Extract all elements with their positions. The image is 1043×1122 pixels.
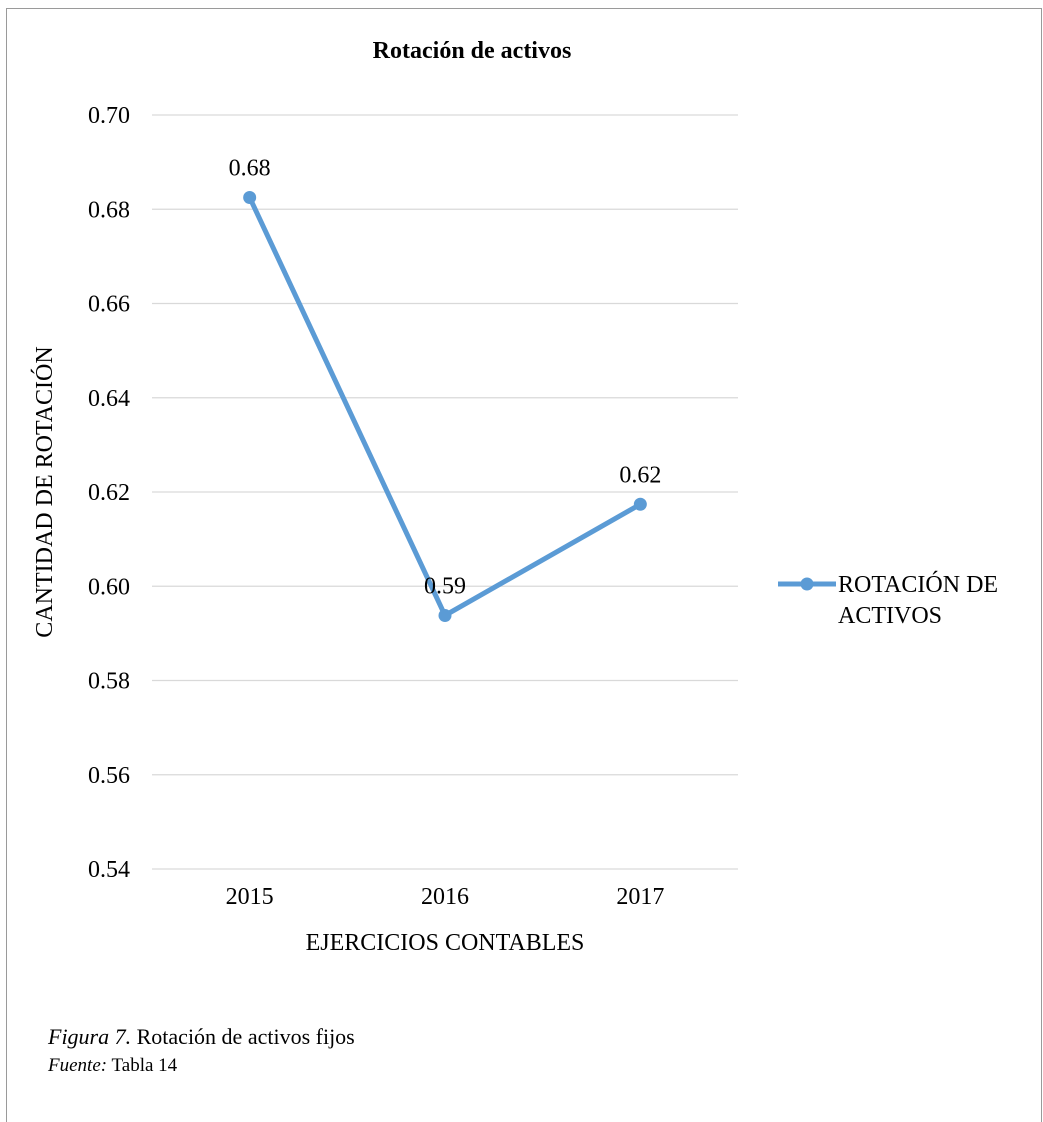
- data-point: [438, 608, 452, 622]
- y-tick-label: 0.58: [88, 669, 130, 695]
- x-tick-label: 2017: [616, 884, 664, 910]
- legend-label-line-1: ROTACIÓN DE: [838, 571, 998, 598]
- y-tick-label: 0.70: [88, 103, 130, 129]
- x-tick-label: 2016: [421, 884, 469, 910]
- x-axis-label: EJERCICIOS CONTABLES: [306, 930, 585, 956]
- y-tick-label: 0.60: [88, 574, 130, 600]
- figure-caption: Figura 7. Rotación de activos fijos Fuen…: [48, 1022, 355, 1080]
- series-layer: [243, 190, 647, 622]
- y-axis-label: CANTIDAD DE ROTACIÓN: [31, 346, 58, 637]
- data-labels: 0.68 0.59 0.62: [229, 155, 662, 599]
- legend-swatch-marker: [800, 577, 814, 591]
- legend-label-line-2: ACTIVOS: [838, 603, 942, 629]
- caption-figure-text: Rotación de activos fijos: [131, 1024, 355, 1049]
- caption-source-text: Tabla 14: [107, 1055, 178, 1076]
- y-tick-label: 0.62: [88, 480, 130, 506]
- caption-source-prefix: Fuente:: [48, 1055, 108, 1076]
- caption-figure-line: Figura 7. Rotación de activos fijos: [48, 1022, 355, 1051]
- data-label: 0.68: [229, 155, 271, 181]
- data-label: 0.59: [424, 573, 466, 599]
- y-tick-labels: 0.54 0.56 0.58 0.60 0.62 0.64 0.66 0.68 0.70: [88, 103, 130, 883]
- caption-source-line: Fuente: Tabla 14: [48, 1051, 355, 1080]
- x-tick-labels: 2015 2016 2017: [226, 884, 665, 910]
- y-tick-label: 0.68: [88, 197, 130, 223]
- data-label: 0.62: [619, 462, 661, 488]
- chart-frame: [6, 8, 1042, 1122]
- legend: ROTACIÓN DE ACTIVOS: [778, 571, 998, 629]
- y-tick-label: 0.64: [88, 386, 130, 412]
- caption-figure-prefix: Figura 7.: [48, 1024, 132, 1049]
- y-tick-label: 0.56: [88, 763, 130, 789]
- y-tick-label: 0.54: [88, 857, 130, 883]
- x-tick-label: 2015: [226, 884, 274, 910]
- data-point: [243, 190, 257, 204]
- data-point: [633, 497, 647, 511]
- series-line: [247, 194, 643, 618]
- chart-title: Rotación de activos: [373, 38, 572, 64]
- y-tick-label: 0.66: [88, 292, 130, 318]
- gridlines: [152, 114, 738, 870]
